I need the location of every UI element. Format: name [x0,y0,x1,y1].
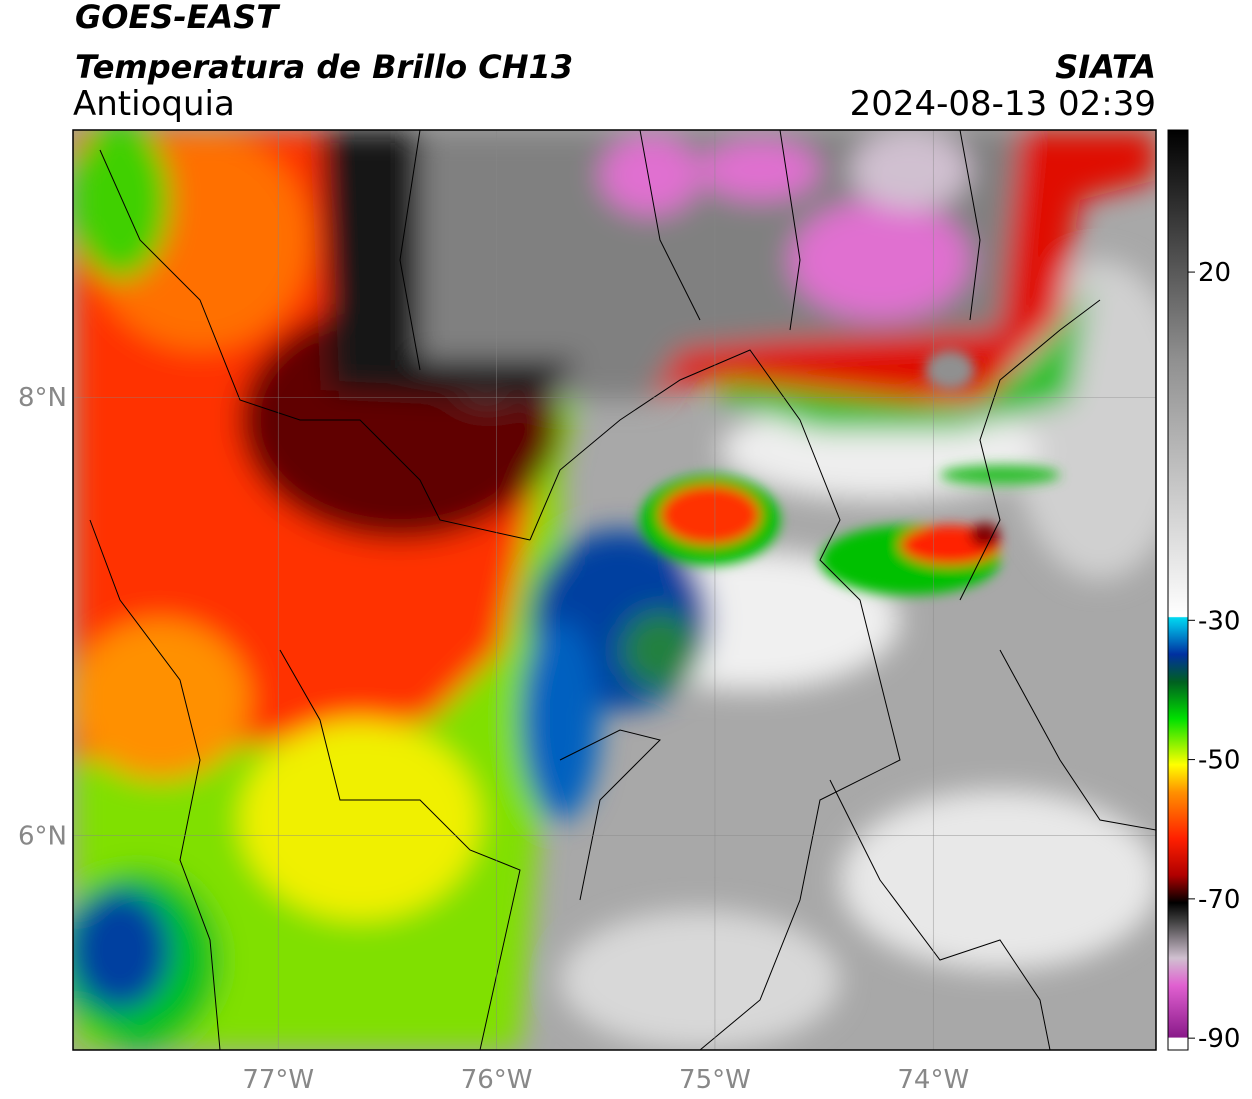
colorbar-tick-label: 20 [1198,258,1231,288]
colorbar-tick-label: -90 [1198,1024,1240,1054]
satellite-image [73,130,1156,1050]
datetime: 2024-08-13 02:39 [850,84,1156,124]
colorbar [1167,129,1189,1051]
source: SIATA [1055,48,1156,86]
colorbar-tick-label: -50 [1198,746,1240,776]
title: GOES-EAST [75,0,280,36]
subtitle: Temperatura de Brillo CH13 [75,48,573,86]
x-tick-label: 74°W [897,1065,969,1095]
x-tick-label: 76°W [461,1065,533,1095]
colorbar-ticks: 20 -30 -50 -70 -90 [1188,258,1240,1054]
y-tick-label: 8°N [18,383,67,413]
graticule: 77°W 76°W 75°W 74°W 8°N 6°N [18,130,1156,1095]
y-tick-label: 6°N [18,821,67,851]
map-frame [72,129,1157,1051]
x-tick-label: 77°W [242,1065,314,1095]
region: Antioquia [73,84,235,124]
colorbar-tick-label: -70 [1198,885,1240,915]
x-tick-label: 75°W [679,1065,751,1095]
colorbar-tick-label: -30 [1198,606,1240,636]
